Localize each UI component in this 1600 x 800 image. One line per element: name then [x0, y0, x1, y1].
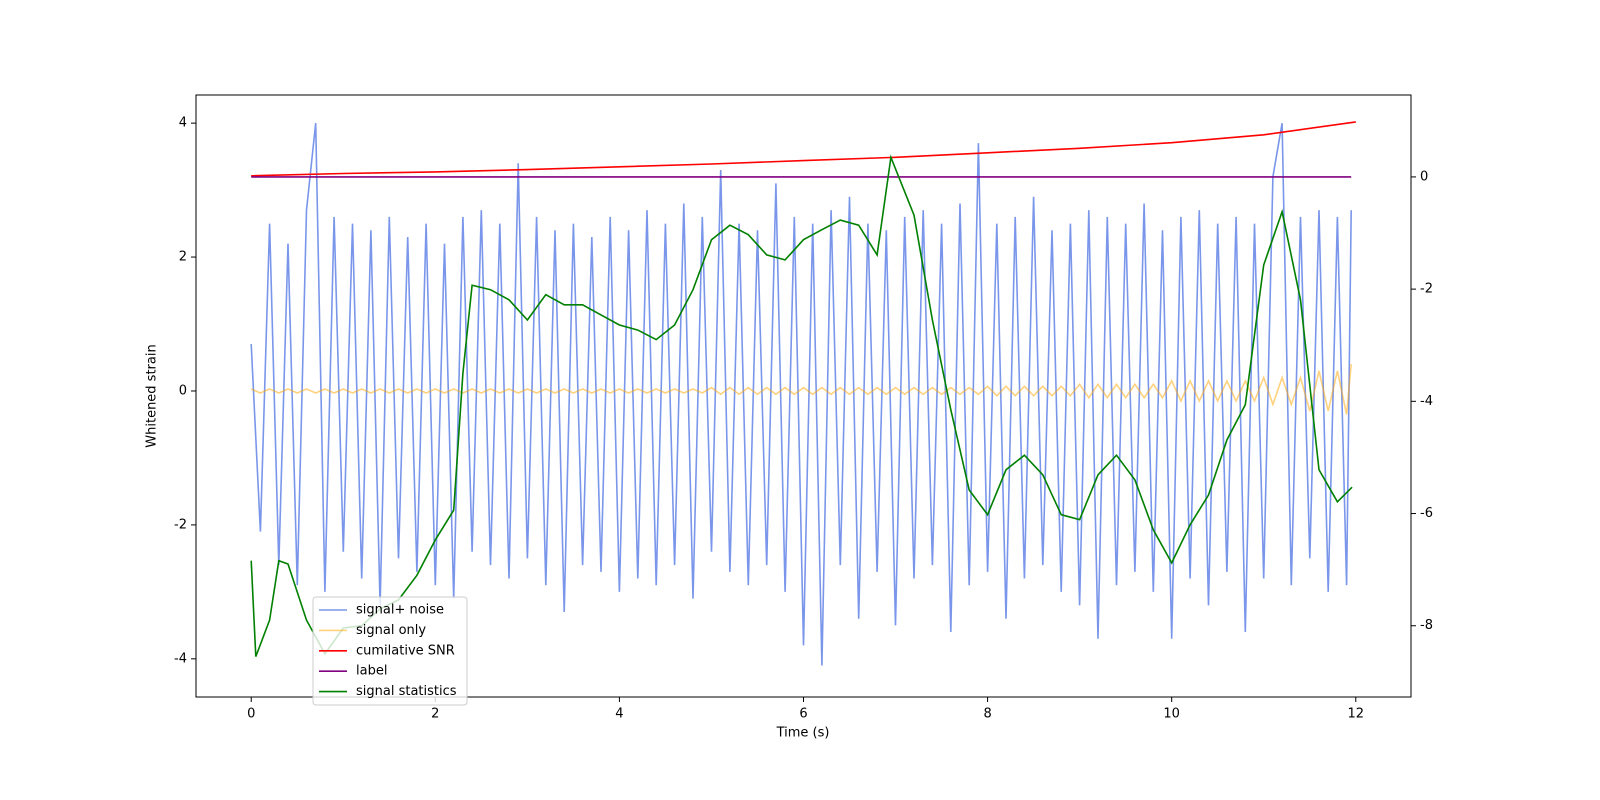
y-tick-label: 4: [179, 116, 187, 131]
legend-box: [312, 596, 468, 706]
series-line: [250, 122, 1352, 666]
x-tick-label: 2: [431, 707, 439, 722]
legend-label: signal+ noise: [356, 603, 444, 618]
y2-tick-label: -8: [1420, 618, 1433, 633]
series-line: [251, 121, 1356, 177]
y2-tick-label: 0: [1420, 169, 1428, 184]
y-axis-label: Whitened strain: [145, 344, 160, 447]
series-line: [250, 154, 1353, 657]
y-tick-label: -4: [174, 651, 187, 666]
legend-label: label: [356, 664, 387, 679]
legend-label: cumilative SNR: [356, 643, 455, 658]
y-tick-label: 0: [179, 383, 187, 398]
series-line: [250, 364, 1352, 415]
x-tick-label: 4: [615, 707, 623, 722]
x-axis-label: Time (s): [776, 726, 830, 741]
x-tick-label: 6: [799, 707, 807, 722]
y-tick-label: 2: [179, 250, 187, 265]
x-tick-label: 10: [1163, 707, 1180, 722]
y2-tick-label: -6: [1420, 506, 1433, 521]
legend-label: signal statistics: [356, 684, 457, 699]
legend: signal+ noise signal only cumilative SNR la…: [312, 596, 468, 706]
y2-tick-label: -2: [1420, 282, 1433, 297]
x-tick-label: 12: [1347, 707, 1364, 722]
legend-label: signal only: [356, 623, 426, 638]
y2-tick-label: -4: [1420, 394, 1433, 409]
x-tick-label: 0: [247, 707, 255, 722]
x-tick-label: 8: [983, 707, 991, 722]
y-tick-label: -2: [174, 517, 187, 532]
